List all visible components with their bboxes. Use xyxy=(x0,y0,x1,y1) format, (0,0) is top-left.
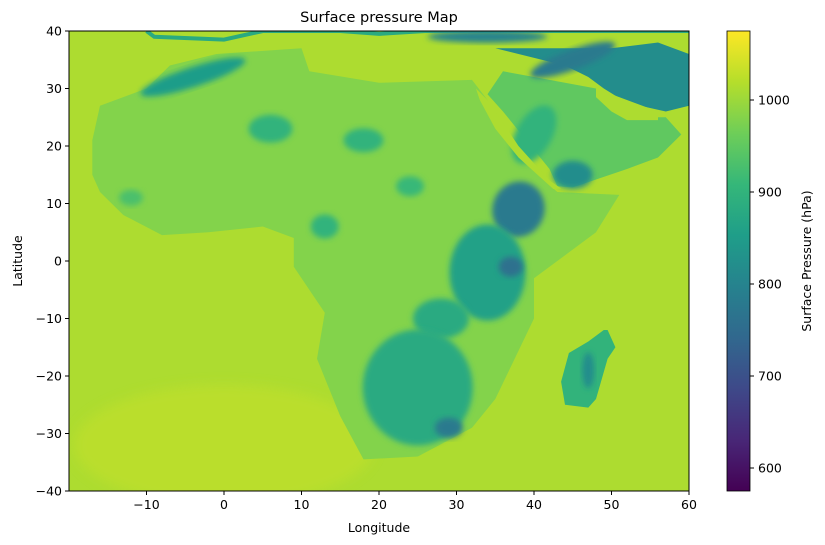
hejaz-mountains xyxy=(511,105,557,164)
chart-title: Surface pressure Map xyxy=(300,10,458,26)
darfur-highlands xyxy=(396,176,424,197)
y-axis-ticks: 40 30 20 10 0 −10 −20 −30 −40 xyxy=(36,24,69,499)
y-tick-label: 30 xyxy=(46,81,62,96)
colorbar: 1000 900 800 700 600 Surface Pressure (hPa) xyxy=(726,30,814,492)
colorbar-gradient xyxy=(726,30,751,492)
atlas-mountains xyxy=(140,57,246,97)
y-tick-label: 40 xyxy=(46,24,62,39)
y-tick-label: 20 xyxy=(46,139,62,154)
x-tick-label: 10 xyxy=(294,497,310,512)
southern-africa-plateau xyxy=(362,329,473,446)
ahaggar-massif xyxy=(248,114,293,143)
colorbar-tick-label: 600 xyxy=(758,461,782,476)
yemen-highlands xyxy=(552,160,593,189)
y-axis-label: Latitude xyxy=(10,235,25,287)
colorbar-tick-label: 800 xyxy=(758,277,782,292)
colorbar-label: Surface Pressure (hPa) xyxy=(799,190,814,331)
east-african-plateau xyxy=(449,224,526,321)
x-tick-label: 20 xyxy=(371,497,387,512)
x-axis-label: Longitude xyxy=(348,520,410,535)
y-tick-label: −10 xyxy=(36,311,62,326)
fouta-djallon xyxy=(119,189,143,206)
x-tick-label: −10 xyxy=(133,497,159,512)
x-tick-label: 40 xyxy=(526,497,542,512)
y-tick-label: −30 xyxy=(36,426,62,441)
middle-east-highlands xyxy=(495,42,689,112)
x-axis-ticks: −10 0 10 20 30 40 50 60 xyxy=(133,491,697,512)
y-tick-label: 0 xyxy=(54,254,62,269)
y-tick-label: 10 xyxy=(46,196,62,211)
plot-area xyxy=(69,31,689,491)
persian-gulf xyxy=(596,88,658,121)
katanga-plateau xyxy=(413,298,469,339)
colorbar-tick-label: 1000 xyxy=(758,93,790,108)
arabian-peninsula xyxy=(487,71,682,188)
tibesti-massif xyxy=(343,128,384,153)
x-tick-label: 60 xyxy=(681,497,697,512)
africa-landmass xyxy=(92,48,620,460)
zagros-mountains xyxy=(530,41,616,78)
red-sea xyxy=(475,88,562,190)
madagascar-highlands xyxy=(582,352,595,389)
kenya-highlands xyxy=(498,256,523,277)
x-tick-label: 50 xyxy=(604,497,620,512)
colorbar-tick-label: 900 xyxy=(758,185,782,200)
ocean-high-pressure xyxy=(74,385,374,491)
cameroon-highlands xyxy=(310,214,339,239)
anatolian-plateau xyxy=(427,31,548,43)
y-tick-label: −40 xyxy=(36,484,62,499)
x-tick-label: 0 xyxy=(220,497,228,512)
ethiopian-highlands xyxy=(492,181,545,238)
y-tick-label: −20 xyxy=(36,369,62,384)
colorbar-ticks: 1000 900 800 700 600 xyxy=(750,93,790,476)
colorbar-tick-label: 700 xyxy=(758,369,782,384)
x-tick-label: 30 xyxy=(449,497,465,512)
drakensberg xyxy=(434,417,463,438)
